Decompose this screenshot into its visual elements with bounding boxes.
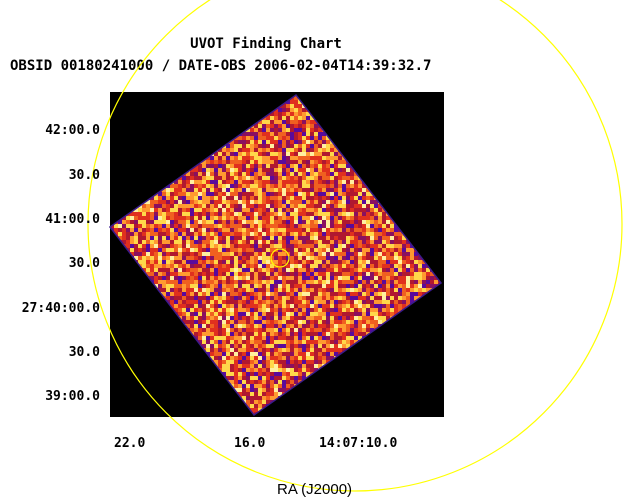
y-tick-label: 30.0 [68,256,100,271]
image-footprint-edge [108,93,443,417]
x-tick-label: 16.0 [234,436,266,451]
y-tick-label: 30.0 [68,345,100,360]
small-yellow-circle [270,248,290,268]
y-tick-label: 30.0 [68,168,100,183]
y-tick-label: 41:00.0 [45,212,100,227]
chart-subtitle: OBSID 00180241000 / DATE-OBS 2006-02-04T… [10,58,432,74]
large-yellow-circle [87,0,623,492]
y-tick-label: 27:40:00.0 [21,301,100,316]
x-tick-label: 14:07:10.0 [319,436,398,451]
chart-title: UVOT Finding Chart [190,36,342,52]
y-tick-label: 39:00.0 [45,389,100,404]
x-tick-label: 22.0 [114,436,146,451]
x-axis-label: RA (J2000) [277,481,353,498]
y-tick-label: 42:00.0 [45,123,100,138]
